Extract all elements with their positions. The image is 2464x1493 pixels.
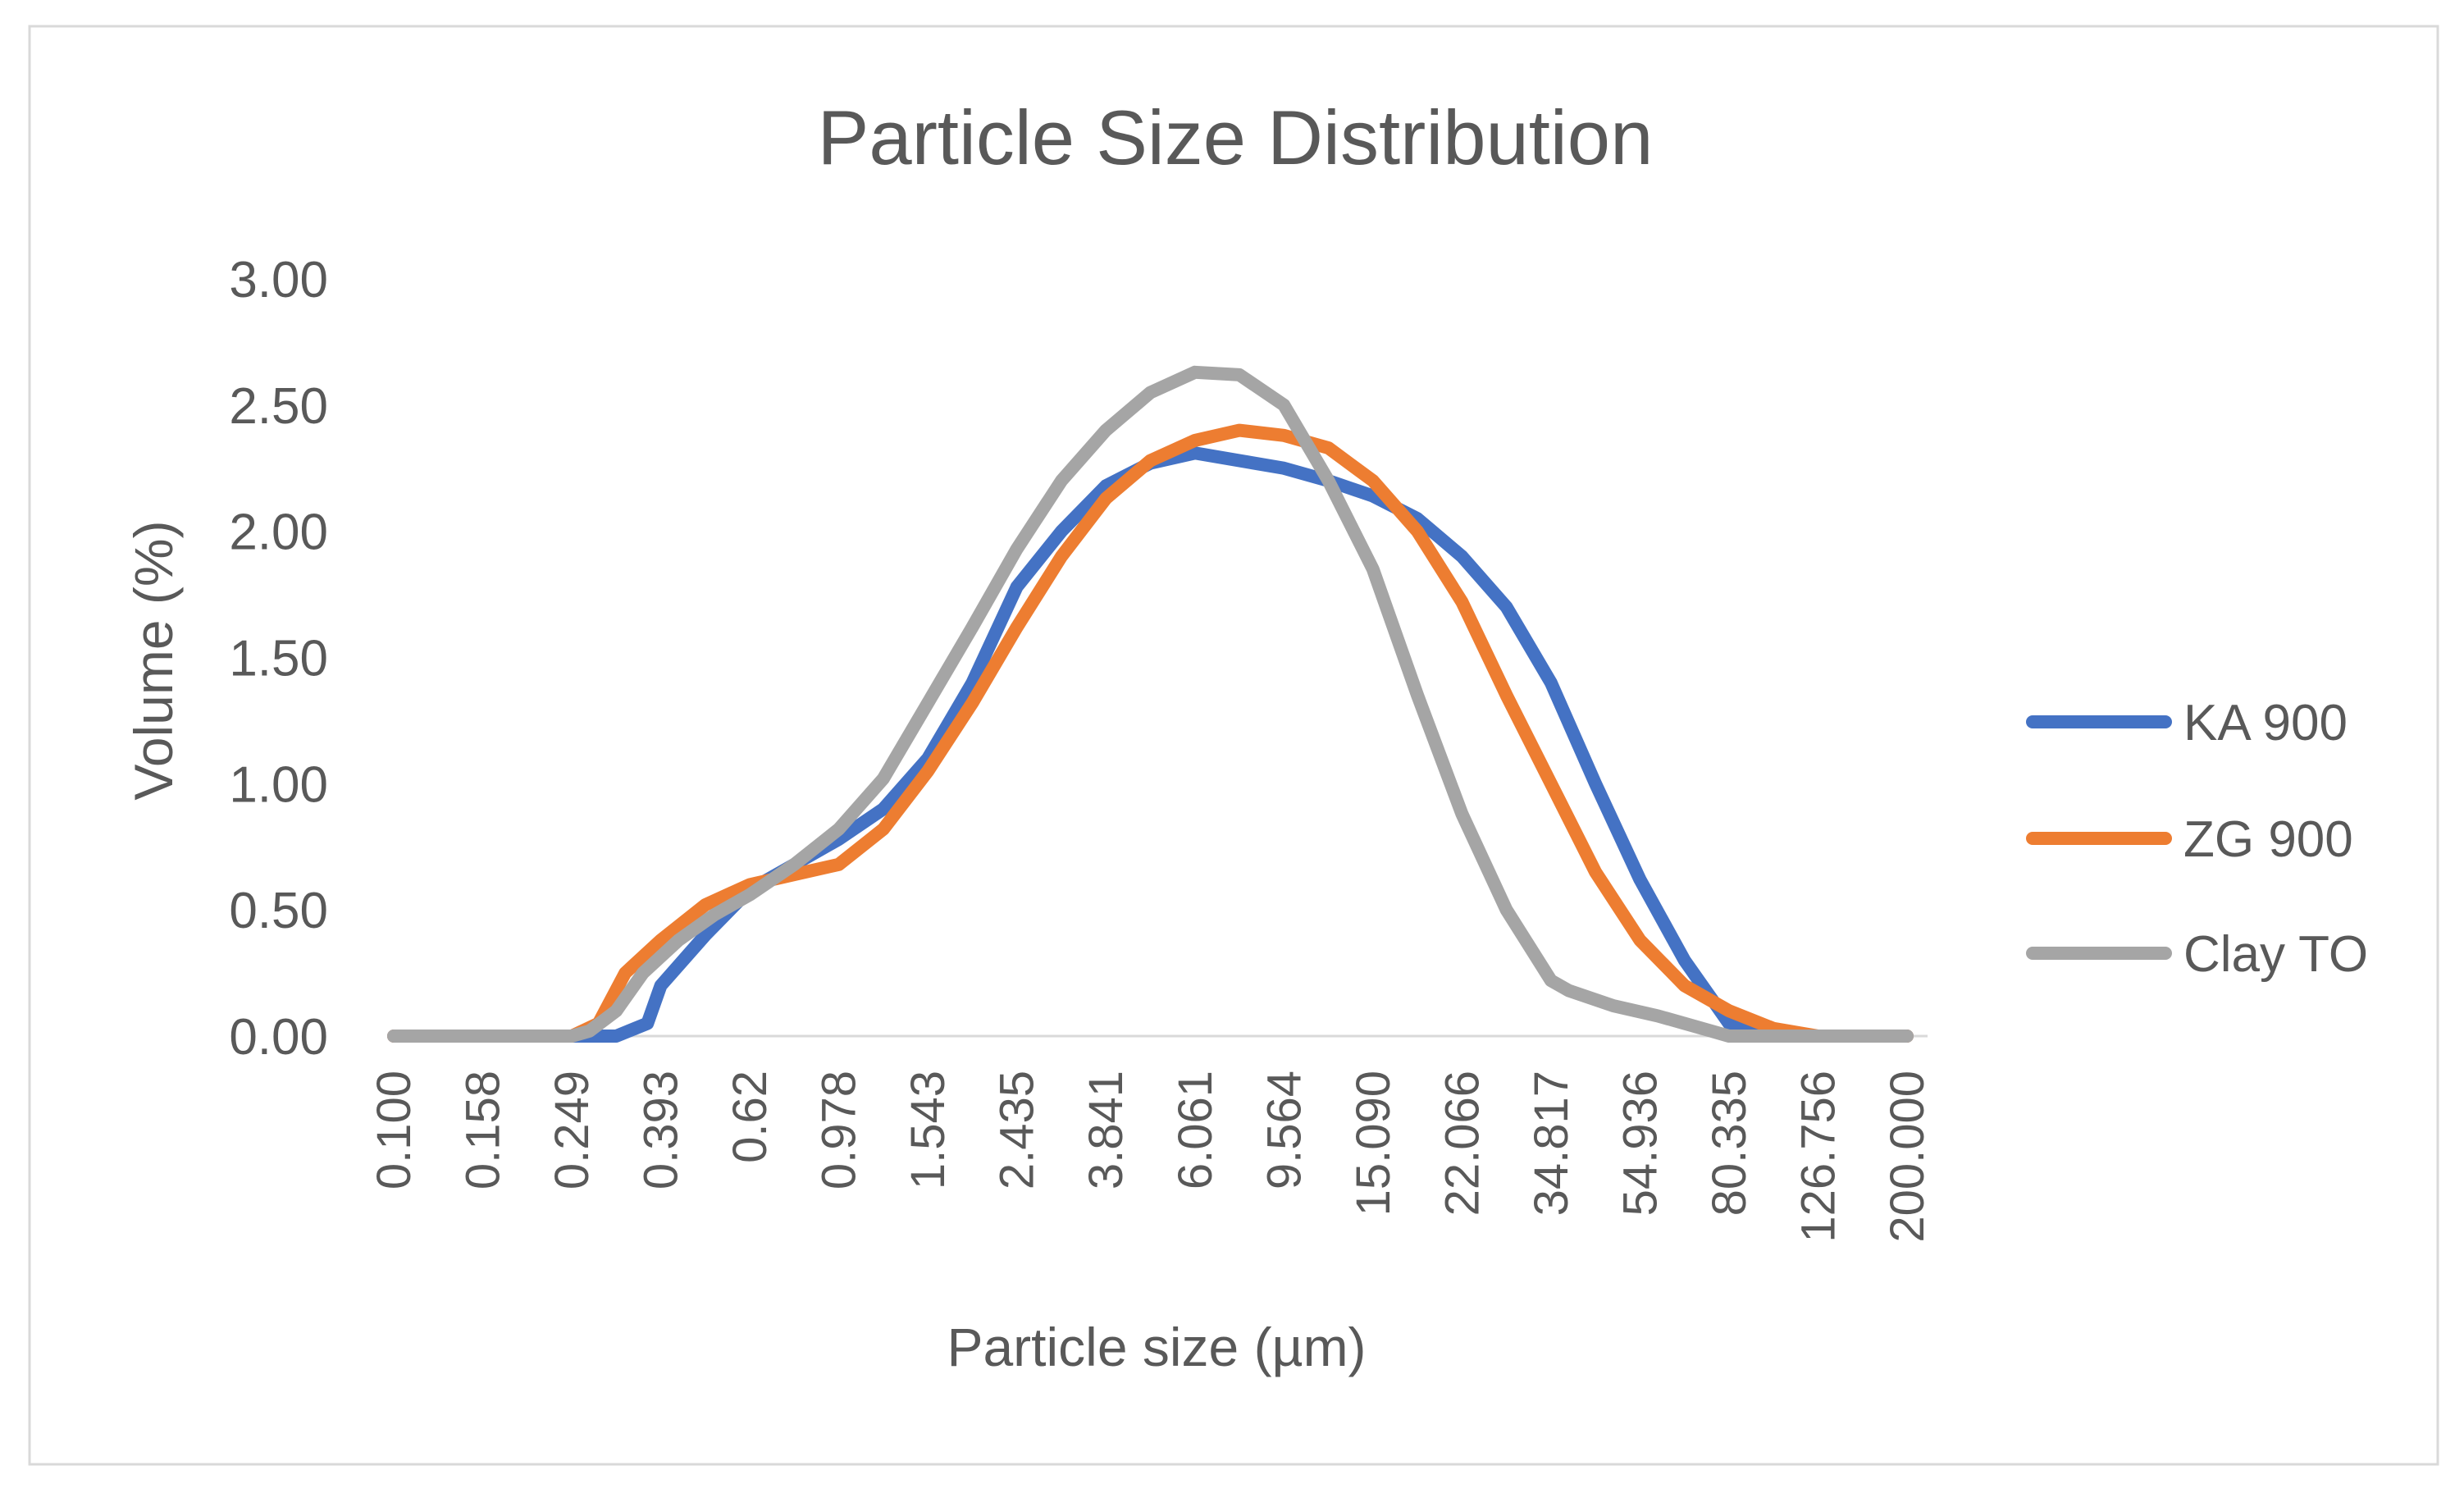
y-tick-label: 1.50 [229,631,328,687]
x-tick-labels: 0.100 0.158 0.249 0.393 0.62 0.978 1.543 2.435 3… [367,1071,1934,1243]
y-axis-title: Volume (%) [123,520,184,800]
series-line-clay-to [387,365,1914,1043]
x-tick-label: 6.061 [1169,1071,1222,1189]
y-tick-labels: 0.00 0.50 1.00 1.50 2.00 2.50 3.00 [229,252,328,1066]
legend-label: KA 900 [2183,695,2348,751]
x-tick-label: 80.335 [1703,1071,1756,1216]
y-tick-label: 2.00 [229,505,328,561]
chart-title: Particle Size Distribution [818,94,1654,180]
x-tick-label: 54.936 [1613,1071,1667,1216]
legend-label: Clay TO [2183,926,2368,983]
y-tick-label: 3.00 [229,252,328,308]
x-tick-label: 2.435 [991,1071,1044,1189]
x-tick-label: 0.100 [367,1071,421,1189]
x-axis-title: Particle size (µm) [947,1317,1366,1377]
x-tick-label: 1.543 [901,1071,955,1189]
legend: KA 900 ZG 900 Clay TO [2026,695,2368,983]
x-tick-label: 0.978 [813,1071,866,1189]
y-tick-label: 1.00 [229,756,328,813]
x-tick-label: 34.817 [1525,1071,1578,1216]
y-tick-label: 2.50 [229,378,328,435]
x-tick-label: 22.066 [1435,1071,1489,1216]
x-tick-label: 9.564 [1257,1071,1311,1189]
x-tick-label: 0.62 [723,1071,777,1163]
x-tick-label: 126.756 [1791,1071,1845,1243]
y-tick-label: 0.00 [229,1009,328,1066]
x-tick-label: 15.090 [1347,1071,1400,1216]
y-tick-label: 0.50 [229,883,328,939]
legend-label: ZG 900 [2183,811,2353,868]
x-tick-label: 0.249 [545,1071,599,1189]
x-tick-label: 0.393 [635,1071,688,1189]
x-tick-label: 3.841 [1079,1071,1133,1189]
x-tick-label: 0.158 [457,1071,510,1189]
x-tick-label: 200.000 [1881,1071,1934,1243]
series-line-zg-900 [387,423,1914,1043]
chart-border [28,25,2439,1466]
series-lines [387,365,1914,1043]
